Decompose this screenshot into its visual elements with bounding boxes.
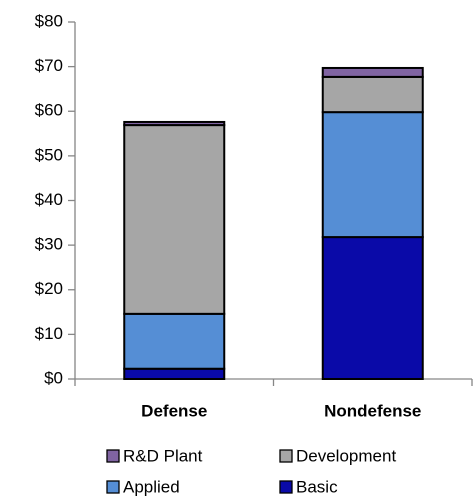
y-tick-label: $20 — [35, 279, 63, 298]
bar-segment — [321, 75, 424, 114]
y-tick-label: $30 — [35, 235, 63, 254]
bar-segment — [123, 124, 226, 315]
legend-swatch — [106, 480, 120, 494]
y-tick-label: $40 — [35, 190, 63, 209]
legend-label: Applied — [123, 477, 180, 496]
bar-segment — [123, 312, 226, 370]
bar-segment — [123, 367, 226, 380]
legend-label: Basic — [296, 477, 338, 496]
y-tick-label: $80 — [35, 11, 63, 30]
bar-segment — [123, 120, 226, 127]
y-tick-label: $70 — [35, 56, 63, 75]
y-tick-label: $50 — [35, 145, 63, 164]
legend-label: R&D Plant — [123, 446, 203, 465]
x-tick-label: Nondefense — [324, 401, 421, 420]
bar-segment — [321, 236, 424, 380]
y-tick-label: $60 — [35, 101, 63, 120]
legend-swatch — [106, 449, 120, 463]
y-tick-label: $10 — [35, 324, 63, 343]
y-tick-label: $0 — [44, 368, 63, 387]
bar-segment — [321, 66, 424, 78]
legend-label: Development — [296, 446, 396, 465]
legend-swatch — [279, 449, 293, 463]
x-tick-label: Defense — [141, 401, 207, 420]
legend-swatch — [279, 480, 293, 494]
bar-segment — [321, 111, 424, 239]
